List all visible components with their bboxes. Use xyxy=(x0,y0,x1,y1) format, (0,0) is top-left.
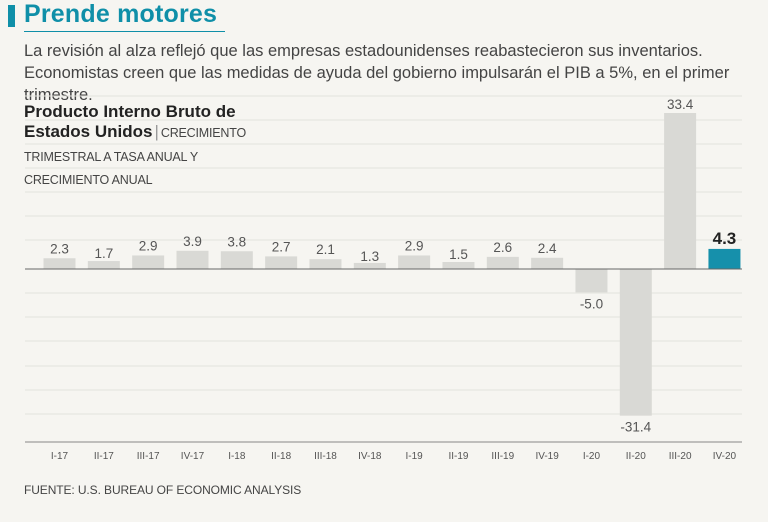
value-label-I-18: 3.8 xyxy=(227,234,246,249)
bar-II-18 xyxy=(265,256,298,269)
tick-label-II-17: II-17 xyxy=(94,451,114,462)
value-label-I-19: 2.9 xyxy=(405,238,424,253)
title-accent-bar xyxy=(8,5,15,27)
value-label-IV-19: 2.4 xyxy=(538,241,557,256)
title-separator: | xyxy=(154,122,159,141)
bar-IV-20 xyxy=(708,248,741,269)
value-label-I-17: 2.3 xyxy=(50,241,69,256)
chart-subtitle-part1: CRECIMIENTO xyxy=(160,126,246,140)
bar-I-18 xyxy=(220,251,253,269)
tick-label-III-20: III-20 xyxy=(669,451,692,462)
page-title: Prende motores xyxy=(24,0,218,28)
value-label-I-20: -5.0 xyxy=(580,296,603,311)
tick-label-I-20: I-20 xyxy=(583,451,601,462)
tick-label-I-18: I-18 xyxy=(228,451,246,462)
value-label-IV-18: 1.3 xyxy=(360,249,379,264)
bar-II-20 xyxy=(619,269,652,416)
bar-I-17 xyxy=(43,258,76,269)
bar-III-18 xyxy=(309,259,342,269)
tick-label-I-19: I-19 xyxy=(406,451,424,462)
value-label-III-20: 33.4 xyxy=(667,97,694,112)
bar-II-19 xyxy=(442,261,475,269)
tick-label-II-20: II-20 xyxy=(626,451,646,462)
value-label-IV-17: 3.9 xyxy=(183,234,202,249)
tick-label-II-19: II-19 xyxy=(448,451,468,462)
tick-label-III-18: III-18 xyxy=(314,451,337,462)
tick-label-III-19: III-19 xyxy=(491,451,514,462)
tick-label-IV-18: IV-18 xyxy=(358,451,382,462)
bar-I-20 xyxy=(575,269,608,293)
value-label-II-18: 2.7 xyxy=(272,239,291,254)
bar-IV-19 xyxy=(531,257,564,269)
tick-label-III-17: III-17 xyxy=(137,451,160,462)
bar-III-20 xyxy=(664,113,697,269)
page-subtitle: La revisión al alza reflejó que las empr… xyxy=(24,42,730,104)
tick-label-I-17: I-17 xyxy=(51,451,69,462)
tick-label-II-18: II-18 xyxy=(271,451,291,462)
value-label-III-18: 2.1 xyxy=(316,242,335,257)
chart-title: Producto Interno Bruto de Estados Unidos xyxy=(24,102,236,141)
value-label-III-17: 2.9 xyxy=(139,238,158,253)
bar-I-19 xyxy=(398,255,431,269)
bar-IV-17 xyxy=(176,250,209,269)
bar-III-19 xyxy=(486,256,519,269)
value-label-IV-20: 4.3 xyxy=(713,229,737,248)
chart-subtitle-part2: TRIMESTRAL A TASA ANUAL Y CRECIMIENTO AN… xyxy=(24,150,198,187)
tick-label-IV-19: IV-19 xyxy=(535,451,559,462)
value-label-II-20: -31.4 xyxy=(620,420,651,435)
value-label-III-19: 2.6 xyxy=(493,240,512,255)
bar-II-17 xyxy=(87,261,120,269)
tick-label-IV-20: IV-20 xyxy=(713,451,737,462)
source-note: FUENTE: U.S. BUREAU OF ECONOMIC ANALYSIS xyxy=(24,483,302,497)
value-label-II-19: 1.5 xyxy=(449,247,468,262)
tick-label-IV-17: IV-17 xyxy=(181,451,205,462)
value-label-II-17: 1.7 xyxy=(94,246,113,261)
bar-IV-18 xyxy=(353,262,386,269)
chart-title-block: Producto Interno Bruto de Estados Unidos… xyxy=(24,102,274,143)
bar-III-17 xyxy=(132,255,165,269)
title-underline xyxy=(24,31,225,32)
